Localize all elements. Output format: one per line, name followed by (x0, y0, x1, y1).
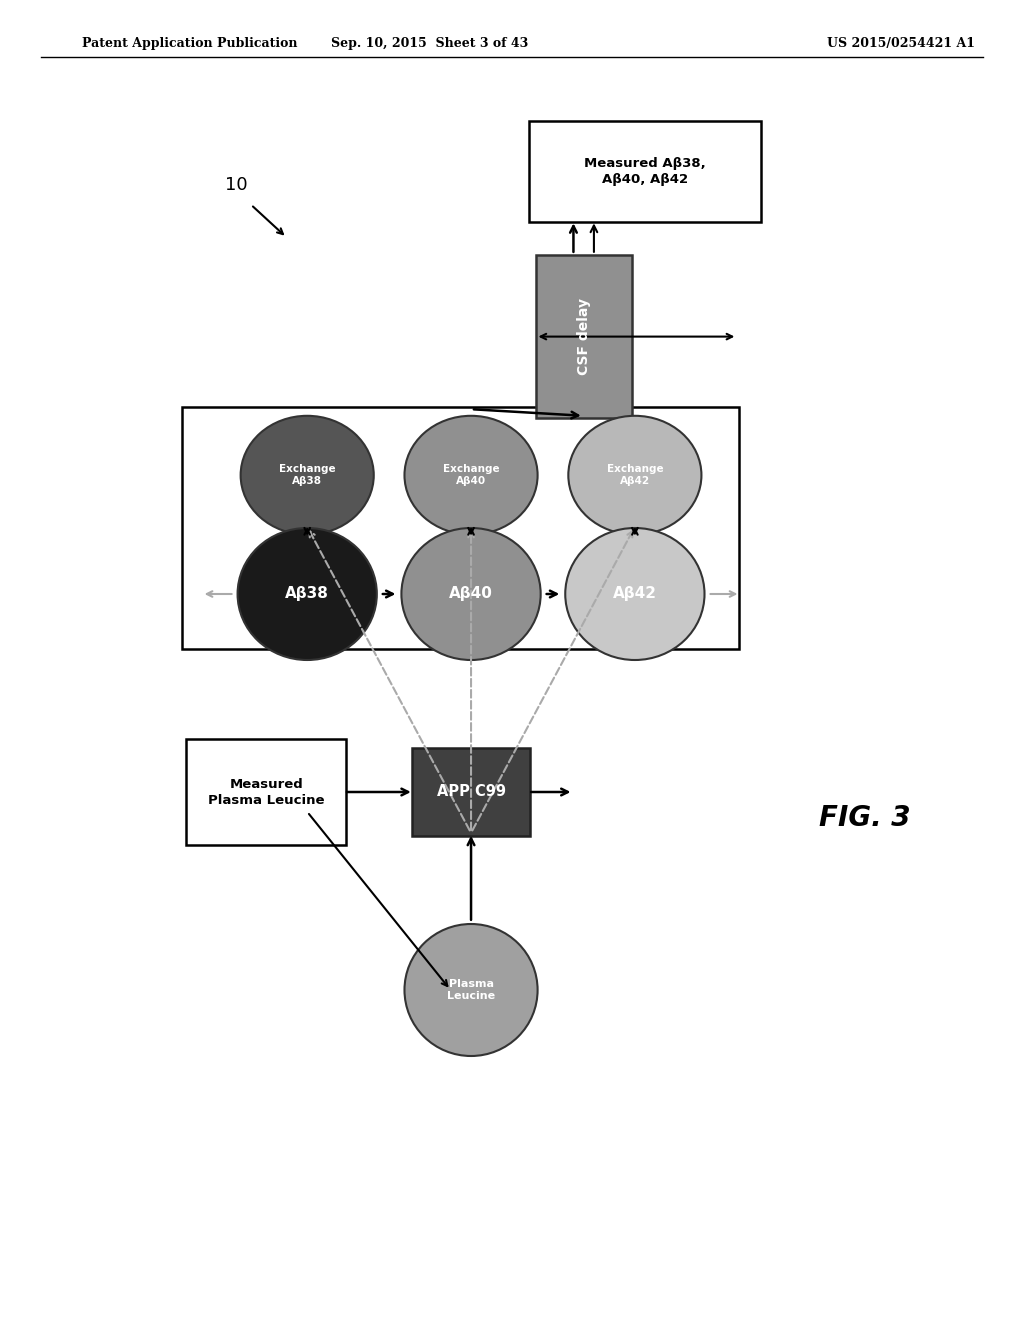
Text: Sep. 10, 2015  Sheet 3 of 43: Sep. 10, 2015 Sheet 3 of 43 (332, 37, 528, 50)
Text: Aβ42: Aβ42 (613, 586, 656, 602)
Text: Aβ38: Aβ38 (286, 586, 329, 602)
Text: Plasma
Leucine: Plasma Leucine (447, 979, 495, 1001)
Text: CSF delay: CSF delay (577, 298, 591, 375)
Ellipse shape (241, 416, 374, 535)
FancyBboxPatch shape (536, 255, 632, 418)
Text: Measured Aβ38,
Aβ40, Aβ42: Measured Aβ38, Aβ40, Aβ42 (585, 157, 706, 186)
Ellipse shape (401, 528, 541, 660)
Text: Exchange
Aβ42: Exchange Aβ42 (606, 465, 664, 486)
Text: APP C99: APP C99 (436, 784, 506, 800)
Text: US 2015/0254421 A1: US 2015/0254421 A1 (827, 37, 975, 50)
Text: Measured
Plasma Leucine: Measured Plasma Leucine (208, 777, 325, 807)
Text: 10: 10 (225, 176, 248, 194)
Ellipse shape (238, 528, 377, 660)
Ellipse shape (565, 528, 705, 660)
FancyBboxPatch shape (412, 748, 530, 836)
Text: Patent Application Publication: Patent Application Publication (82, 37, 297, 50)
Ellipse shape (568, 416, 701, 535)
Text: Aβ40: Aβ40 (450, 586, 493, 602)
Text: Exchange
Aβ38: Exchange Aβ38 (279, 465, 336, 486)
Text: Exchange
Aβ40: Exchange Aβ40 (442, 465, 500, 486)
Text: FIG. 3: FIG. 3 (819, 804, 910, 833)
Ellipse shape (404, 924, 538, 1056)
FancyBboxPatch shape (529, 121, 761, 222)
Ellipse shape (404, 416, 538, 535)
FancyBboxPatch shape (186, 738, 346, 845)
